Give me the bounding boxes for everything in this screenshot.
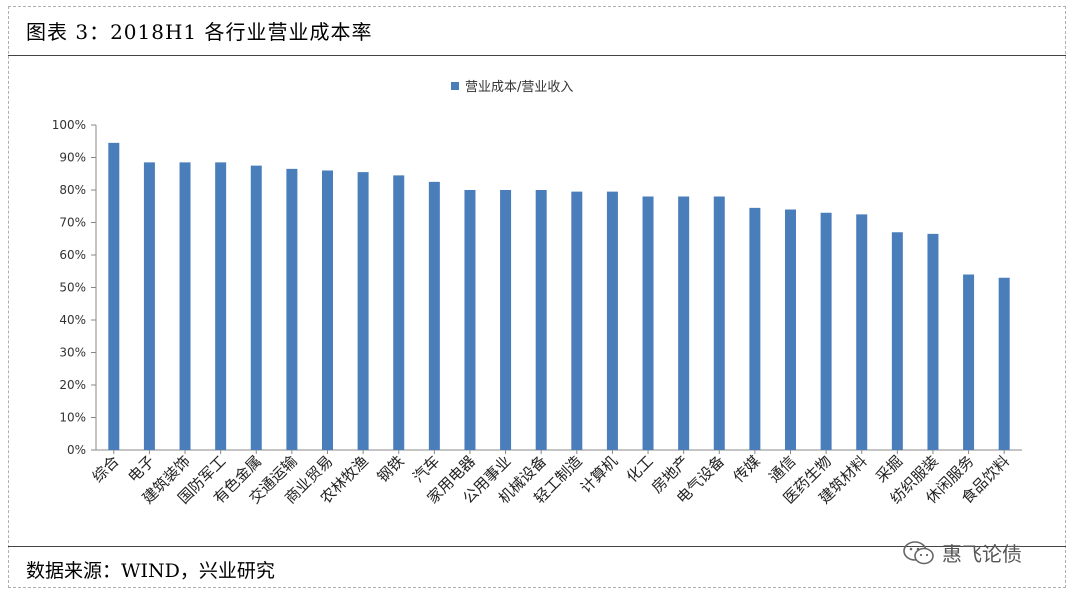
bar [998, 277, 1010, 450]
bar [749, 207, 761, 450]
y-tick-label: 20% [59, 378, 86, 392]
source-bar [8, 546, 1066, 590]
legend-swatch [451, 82, 459, 90]
x-tick-label: 计算机 [577, 452, 622, 497]
y-tick-label: 70% [59, 216, 86, 230]
y-tick-label: 30% [59, 346, 86, 360]
bar [963, 274, 975, 450]
y-tick-label: 100% [52, 118, 86, 132]
y-tick-label: 60% [59, 248, 86, 262]
bar [820, 212, 832, 450]
bar [927, 233, 939, 450]
y-tick-label: 50% [59, 281, 86, 295]
bar [571, 191, 583, 450]
bar [535, 190, 547, 450]
bar [785, 209, 796, 450]
x-tick-label: 综合 [89, 452, 123, 486]
page-title: 图表 3：2018H1 各行业营业成本率 [26, 20, 373, 44]
brand-name: 惠飞论债 [942, 542, 1022, 566]
bar [286, 168, 298, 450]
wechat-icon [903, 540, 934, 564]
bar [606, 191, 618, 450]
bar [108, 142, 120, 450]
y-tick-label: 0% [67, 443, 86, 457]
bar [891, 232, 903, 450]
bar [464, 190, 476, 450]
y-tick-label: 90% [59, 151, 86, 165]
title-bar [8, 6, 1066, 56]
y-tick-label: 80% [59, 183, 86, 197]
bar [678, 196, 690, 450]
bar [428, 181, 440, 450]
bar [642, 196, 654, 450]
bar [179, 162, 191, 450]
bar [250, 165, 262, 450]
x-tick-label: 钢铁 [374, 452, 408, 486]
bar [322, 170, 333, 450]
bar [143, 162, 155, 450]
bar [856, 214, 868, 450]
bar [393, 175, 405, 450]
chart-frame [8, 6, 1066, 588]
bar [215, 162, 227, 450]
bar [713, 196, 725, 450]
y-tick-label: 40% [59, 313, 86, 327]
brand-watermark: 惠飞论债 [902, 538, 1022, 567]
bar [357, 172, 369, 450]
y-tick-label: 10% [59, 411, 86, 425]
bar [500, 190, 512, 450]
x-tick-label: 传媒 [730, 452, 764, 486]
legend-label: 营业成本/营业收入 [465, 80, 573, 95]
data-source: 数据来源：WIND，兴业研究 [26, 560, 275, 582]
